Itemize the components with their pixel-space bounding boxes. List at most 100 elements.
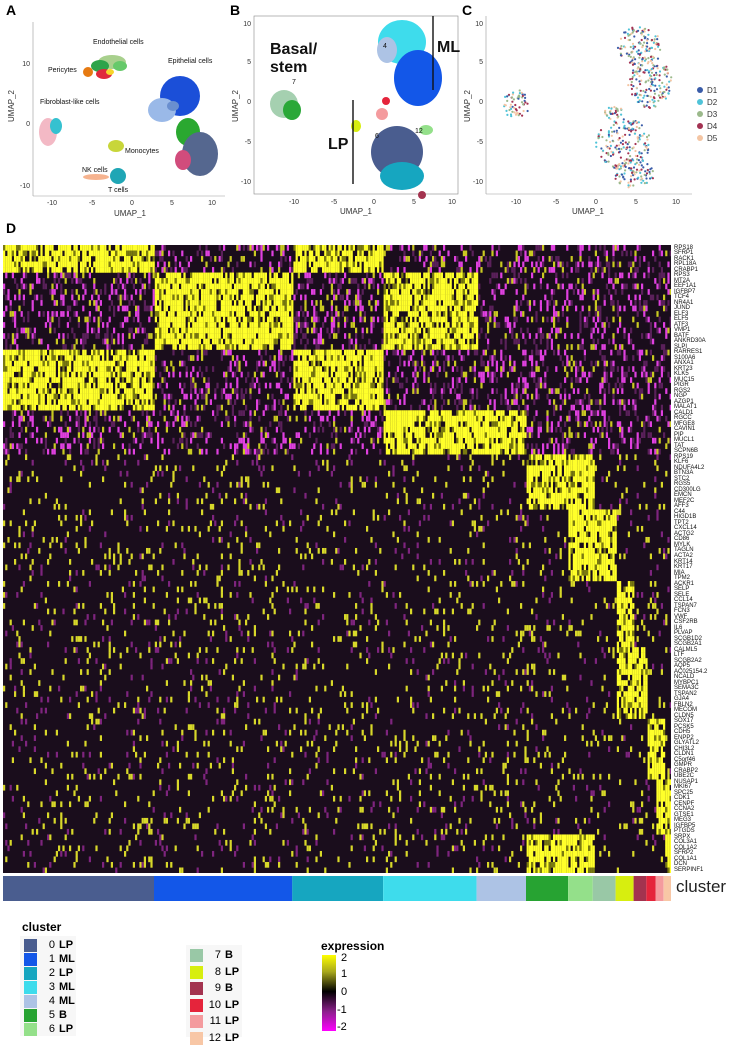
heatmap-cell — [236, 360, 239, 367]
heatmap-cell — [337, 388, 340, 394]
heatmap-cell — [539, 382, 542, 389]
heatmap-cell — [47, 316, 50, 323]
heatmap-cell — [405, 278, 408, 284]
heatmap-cell — [97, 245, 100, 251]
heatmap-cell — [3, 366, 6, 372]
heatmap-cell — [273, 272, 276, 279]
heatmap-cell — [520, 300, 523, 306]
heatmap-cell — [102, 366, 105, 372]
heatmap-cell — [172, 333, 175, 339]
donor-point — [658, 70, 662, 73]
heatmap-cell — [610, 300, 613, 306]
heatmap-cell — [401, 322, 404, 328]
heatmap-cell — [218, 245, 221, 251]
heatmap-cell — [284, 300, 287, 306]
heatmap-cell — [29, 382, 32, 389]
heatmap-cell — [108, 344, 111, 350]
heatmap-cell — [588, 261, 591, 268]
heatmap-cell — [300, 250, 303, 257]
donor-point — [648, 172, 651, 175]
heatmap-cell — [60, 250, 63, 257]
heatmap-cell — [476, 388, 479, 394]
heatmap-cell — [245, 316, 248, 323]
heatmap-cell — [357, 377, 360, 383]
heatmap-cell — [234, 327, 237, 334]
heatmap-cell — [135, 261, 138, 268]
heatmap-cell — [377, 316, 380, 323]
heatmap-cell — [577, 278, 580, 284]
heatmap-cell — [240, 333, 243, 339]
heatmap-cell — [368, 261, 371, 268]
heatmap-cell — [330, 349, 333, 356]
heatmap-cell — [302, 333, 305, 339]
heatmap-cell — [31, 360, 34, 367]
heatmap-cell — [286, 283, 289, 290]
heatmap-cell — [196, 322, 199, 328]
heatmap-cell — [161, 267, 164, 273]
heatmap-cell — [533, 371, 536, 378]
heatmap-cell — [260, 327, 263, 334]
heatmap-cell — [234, 322, 237, 328]
heatmap-cell — [432, 283, 435, 290]
heatmap-cell — [616, 300, 619, 306]
heatmap-cell — [306, 256, 309, 262]
heatmap-cell — [581, 371, 584, 378]
heatmap-cell — [161, 311, 164, 317]
heatmap-cell — [339, 256, 342, 262]
heatmap-cell — [445, 272, 448, 279]
heatmap-cell — [22, 294, 25, 301]
heatmap-cell — [379, 261, 382, 268]
heatmap-cell — [379, 349, 382, 356]
heatmap-cell — [553, 388, 556, 394]
heatmap-cell — [414, 278, 417, 284]
heatmap-cell — [227, 283, 230, 290]
heatmap-cell — [553, 311, 556, 317]
x-tick: 5 — [634, 199, 638, 206]
heatmap-cell — [135, 382, 138, 389]
heatmap-cell — [515, 250, 518, 257]
heatmap-cell — [476, 333, 479, 339]
heatmap-cell — [513, 360, 516, 367]
heatmap-cell — [139, 294, 142, 301]
heatmap-cell — [227, 349, 230, 356]
heatmap-cell — [311, 360, 314, 367]
heatmap-cell — [172, 311, 175, 317]
heatmap-cell — [192, 327, 195, 334]
heatmap-cell — [236, 355, 239, 361]
heatmap-cell — [3, 267, 6, 273]
heatmap-cell — [7, 366, 10, 372]
heatmap-cell — [49, 245, 52, 251]
heatmap-cell — [53, 366, 56, 372]
heatmap-cell — [616, 278, 619, 284]
heatmap-cell — [93, 344, 96, 350]
donor-point — [616, 108, 619, 111]
heatmap-cell — [370, 327, 373, 334]
heatmap-cell — [438, 278, 441, 284]
heatmap-row — [3, 360, 661, 367]
heatmap-cell — [38, 349, 41, 356]
heatmap-cell — [275, 289, 278, 295]
heatmap-cell — [627, 333, 630, 339]
heatmap-cell — [594, 261, 597, 268]
heatmap-cell — [632, 305, 635, 312]
heatmap-cell — [654, 278, 657, 284]
heatmap-cell — [533, 300, 536, 306]
heatmap-cell — [517, 344, 520, 350]
heatmap-cell — [304, 305, 307, 312]
heatmap-cell — [315, 250, 318, 257]
heatmap-cell — [128, 327, 131, 334]
heatmap-cell — [66, 272, 69, 279]
x-tick: -5 — [331, 199, 337, 206]
heatmap-cell — [36, 272, 39, 279]
heatmap-cell — [495, 311, 498, 317]
heatmap-cell — [469, 267, 472, 273]
heatmap-cell — [282, 322, 285, 328]
heatmap-cell — [172, 316, 175, 323]
heatmap-cell — [542, 333, 545, 339]
heatmap-cell — [460, 311, 463, 317]
heatmap-cell — [44, 256, 47, 262]
heatmap-cell — [458, 294, 461, 301]
heatmap-cell — [460, 261, 463, 268]
heatmap-cell — [434, 327, 437, 334]
heatmap-cell — [513, 278, 516, 284]
